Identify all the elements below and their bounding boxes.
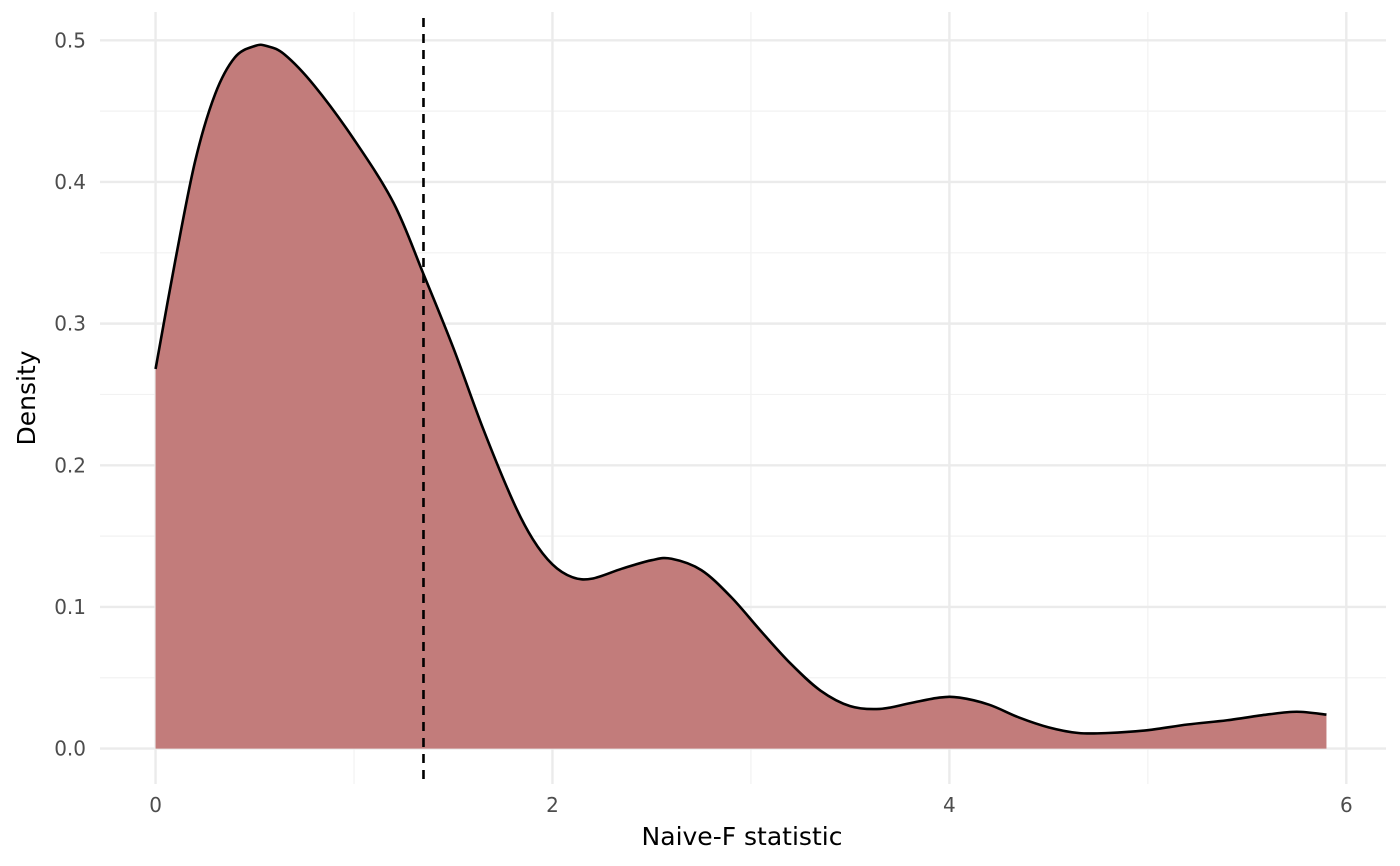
x-tick-label: 0 xyxy=(149,793,162,817)
y-axis-title: Density xyxy=(12,350,41,445)
x-tick-label: 6 xyxy=(1340,793,1353,817)
x-axis-title: Naive-F statistic xyxy=(642,822,843,851)
y-tick-label: 0.3 xyxy=(54,312,86,336)
y-tick-label: 0.5 xyxy=(54,28,86,52)
y-tick-label: 0.0 xyxy=(54,737,86,761)
y-tick-label: 0.1 xyxy=(54,595,86,619)
y-tick-label: 0.2 xyxy=(54,453,86,477)
y-tick-label: 0.4 xyxy=(54,170,86,194)
series-layer xyxy=(154,43,1327,749)
density-area xyxy=(155,44,1327,749)
density-line xyxy=(154,43,1327,735)
x-axis-ticks: 0 2 4 6 xyxy=(149,793,1352,817)
x-tick-label: 2 xyxy=(546,793,559,817)
x-tick-label: 4 xyxy=(943,793,956,817)
y-axis-ticks: 0.0 0.1 0.2 0.3 0.4 0.5 xyxy=(54,28,86,760)
